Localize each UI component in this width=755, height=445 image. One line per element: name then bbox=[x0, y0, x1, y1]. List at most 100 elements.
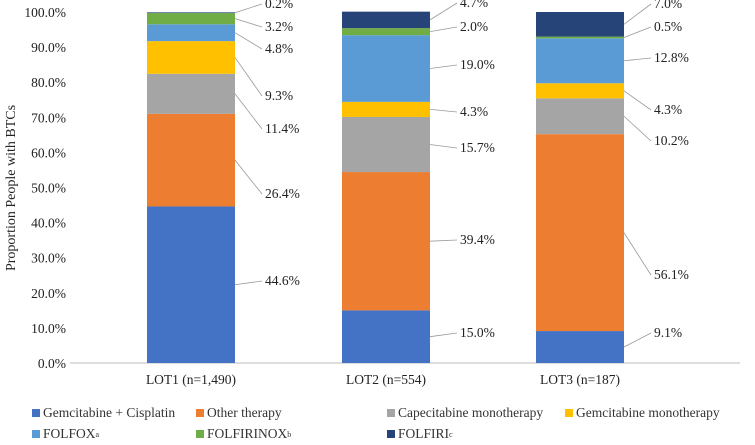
data-label: 4.3% bbox=[460, 104, 488, 119]
y-tick-label: 80.0% bbox=[31, 75, 66, 90]
legend-swatch bbox=[387, 430, 395, 438]
leader-line bbox=[429, 2, 458, 21]
bar-segment bbox=[536, 134, 624, 332]
data-label: 15.0% bbox=[460, 325, 495, 340]
bar-segment bbox=[342, 11, 430, 29]
leader-line bbox=[234, 93, 263, 130]
bar-segment bbox=[536, 36, 624, 39]
leader-line bbox=[429, 109, 458, 113]
y-tick-label: 90.0% bbox=[31, 40, 66, 55]
data-label: 2.0% bbox=[460, 19, 488, 34]
y-tick-label: 30.0% bbox=[31, 251, 66, 266]
leader-line bbox=[623, 57, 652, 62]
y-tick-label: 60.0% bbox=[31, 145, 66, 160]
x-tick-label: LOT2 (n=554) bbox=[346, 372, 426, 387]
legend-label: Gemcitabine + Cisplatin bbox=[43, 405, 176, 420]
bar-segment bbox=[536, 83, 624, 99]
leader-line bbox=[234, 3, 263, 14]
leader-line bbox=[234, 159, 263, 195]
bar-segment bbox=[536, 331, 624, 363]
bar-segment bbox=[342, 172, 430, 311]
leader-line bbox=[623, 3, 652, 25]
bar-segment bbox=[536, 12, 624, 37]
data-label: 12.8% bbox=[654, 50, 689, 65]
y-tick-label: 10.0% bbox=[31, 321, 66, 336]
y-tick-label: 40.0% bbox=[31, 216, 66, 231]
legend-footnote-marker: c bbox=[449, 429, 453, 439]
data-label: 4.3% bbox=[654, 102, 682, 117]
leader-line bbox=[234, 18, 263, 28]
bar-segment bbox=[147, 24, 235, 42]
bar-segment bbox=[147, 206, 235, 363]
legend-swatch bbox=[196, 430, 204, 438]
bar-segment bbox=[342, 101, 430, 117]
legend-swatch bbox=[387, 409, 395, 417]
y-tick-label: 70.0% bbox=[31, 110, 66, 125]
bar-segment bbox=[342, 28, 430, 36]
legend-item: Gemcitabine + Cisplatin bbox=[32, 405, 175, 421]
legend-footnote-marker: b bbox=[287, 429, 292, 439]
legend-label: FOLFOX bbox=[43, 426, 96, 441]
leader-line bbox=[234, 32, 263, 50]
y-tick-label: 100.0% bbox=[24, 5, 66, 20]
data-label: 7.0% bbox=[654, 0, 682, 11]
bar-segment bbox=[342, 310, 430, 363]
y-tick-label: 0.0% bbox=[38, 356, 66, 371]
legend-item: FOLFIRINOX b bbox=[196, 426, 291, 442]
legend-label: FOLFIRI bbox=[398, 426, 450, 441]
y-tick-label: 20.0% bbox=[31, 286, 66, 301]
data-label: 11.4% bbox=[265, 121, 299, 136]
leader-line bbox=[623, 90, 652, 111]
leader-line bbox=[429, 26, 458, 33]
legend-swatch bbox=[565, 409, 573, 417]
data-label: 9.3% bbox=[265, 88, 293, 103]
leader-line bbox=[234, 280, 263, 286]
data-label: 4.7% bbox=[460, 0, 488, 10]
data-label: 15.7% bbox=[460, 140, 495, 155]
legend-item: Other therapy bbox=[196, 405, 282, 421]
x-tick-label: LOT3 (n=187) bbox=[540, 372, 620, 387]
legend-label: Gemcitabine monotherapy bbox=[576, 405, 720, 420]
data-label: 19.0% bbox=[460, 57, 495, 72]
legend-item: FOLFIRI c bbox=[387, 426, 453, 442]
data-label: 9.1% bbox=[654, 325, 682, 340]
data-label: 56.1% bbox=[654, 267, 689, 282]
y-axis-title: Proportion People with BTCs bbox=[4, 105, 19, 271]
leader-line bbox=[429, 64, 458, 69]
data-label: 39.4% bbox=[460, 232, 495, 247]
bar-segment bbox=[342, 35, 430, 102]
bar-segment bbox=[147, 13, 235, 25]
leader-line bbox=[429, 239, 458, 242]
bar-segment bbox=[342, 116, 430, 173]
legend-swatch bbox=[32, 430, 40, 438]
leader-line bbox=[623, 115, 652, 142]
data-label: 26.4% bbox=[265, 186, 300, 201]
x-tick-label: LOT1 (n=1,490) bbox=[146, 372, 236, 387]
leader-line bbox=[623, 232, 652, 276]
data-label: 4.8% bbox=[265, 41, 293, 56]
leader-line bbox=[429, 332, 458, 338]
data-label: 0.5% bbox=[654, 19, 682, 34]
bar-segment bbox=[147, 113, 235, 207]
bar-segment bbox=[147, 73, 235, 114]
data-label: 0.2% bbox=[265, 0, 293, 11]
leader-line bbox=[623, 332, 652, 348]
y-tick-label: 50.0% bbox=[31, 181, 66, 196]
bar-segment bbox=[147, 12, 235, 14]
leader-line bbox=[429, 144, 458, 149]
bar-segment bbox=[536, 98, 624, 135]
legend-label: Other therapy bbox=[207, 405, 282, 420]
bar-segment bbox=[536, 38, 624, 84]
data-label: 44.6% bbox=[265, 273, 300, 288]
leader-line bbox=[234, 57, 263, 97]
bar-segment bbox=[147, 41, 235, 74]
legend-swatch bbox=[32, 409, 40, 417]
legend-label: FOLFIRINOX bbox=[207, 426, 288, 441]
legend-label: Capecitabine monotherapy bbox=[398, 405, 544, 420]
leader-line bbox=[623, 26, 652, 38]
legend-item: Capecitabine monotherapy bbox=[387, 405, 543, 421]
data-label: 3.2% bbox=[265, 19, 293, 34]
legend-item: FOLFOX a bbox=[32, 426, 99, 442]
